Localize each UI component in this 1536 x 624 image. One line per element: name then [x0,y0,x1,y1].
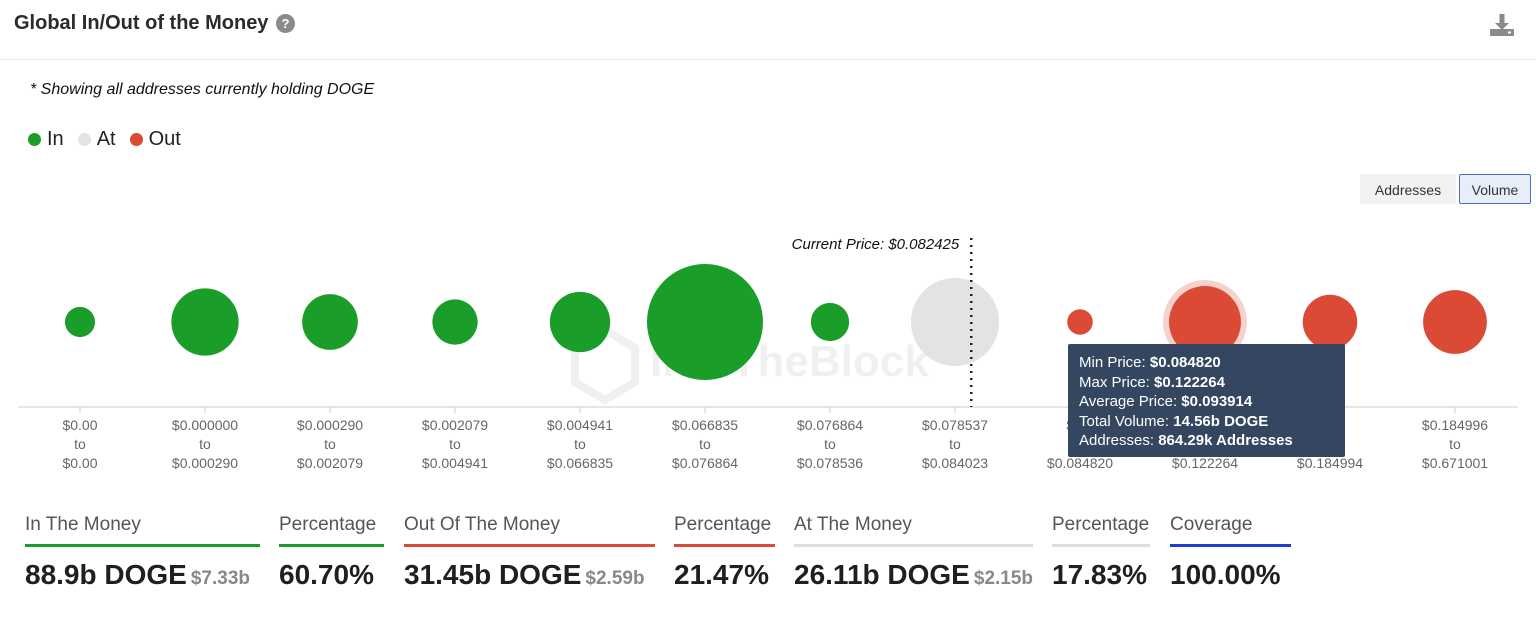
bubble-out [1302,294,1358,350]
x-tick-label: $0.122264 [1172,455,1238,471]
current-price-label: Current Price: $0.082425 [792,236,960,253]
tooltip-addresses: Addresses: 864.29k Addresses [1079,432,1293,449]
x-tick-label: $0.066835 [547,455,613,471]
bubble-at [910,277,1000,367]
stat-label: Percentage [279,514,384,547]
legend-label-in: In [47,128,64,150]
legend-item-in[interactable]: In [28,128,64,151]
x-tick-label: $0.002079 [297,455,363,471]
legend-item-at[interactable]: At [77,128,116,151]
stat-value: 88.9b DOGE $7.33b [25,559,250,590]
tooltip-max-price: Max Price: $0.122264 [1079,373,1225,391]
x-tick-label: to [449,436,461,452]
holding-note: * Showing all addresses currently holdin… [30,81,375,98]
tooltip-avg-price: Average Price: $0.093914 [1079,393,1253,410]
bubble-in [647,264,763,380]
legend-dot-out [129,133,143,146]
stat-out-money: Out Of The Money 31.45b DOGE $2.59b [404,514,655,591]
volume-toggle-button[interactable]: Volume [1459,174,1531,204]
help-icon[interactable]: ? [276,14,295,33]
x-tick-label: $0.078537 [922,417,988,433]
x-tick-label: to [324,436,336,452]
bubble-out [1067,309,1093,335]
x-tick-label: to [824,436,836,452]
bubble-out [1169,286,1241,358]
stat-label: At The Money [794,514,1033,547]
x-tick-label: $0.084820 [1047,455,1113,471]
stat-value: 17.83% [1052,559,1147,590]
legend-label-out: Out [148,128,181,150]
stat-in-money: In The Money 88.9b DOGE $7.33b [25,514,260,591]
download-icon[interactable] [1489,12,1515,38]
x-tick-label: $0.004941 [422,455,488,471]
x-tick-label: $0.184994 [1297,455,1363,471]
legend-label-at: At [96,128,116,150]
stat-label: In The Money [25,514,260,547]
stat-in-percentage: Percentage 60.70% [279,514,384,591]
x-tick-label: to [949,436,961,452]
x-tick-label: $0.671001 [1422,455,1488,471]
stat-sub-value: $7.33b [190,568,250,589]
stat-value: 31.45b DOGE $2.59b [404,559,645,590]
x-tick-label: $0.00 [62,417,97,433]
legend-item-out[interactable]: Out [129,128,181,151]
x-tick-label: $0.000290 [172,455,238,471]
stat-value: 60.70% [279,559,374,590]
bubble-in [432,299,478,345]
chart-legend: In At Out [28,128,195,151]
stat-at-percentage: Percentage 17.83% [1052,514,1150,591]
x-tick-label: $0.066835 [672,417,738,433]
bubble-in [549,291,611,353]
tooltip-volume: Total Volume: 14.56b DOGE [1079,412,1269,430]
x-tick-label: $0.184996 [1422,417,1488,433]
bubble-in [302,294,358,350]
widget-title: Global In/Out of the Money [14,12,269,34]
stat-value: 100.00% [1170,559,1281,590]
stat-value: 26.11b DOGE $2.15b [794,559,1034,590]
stat-at-money: At The Money 26.11b DOGE $2.15b [794,514,1033,591]
legend-dot-in [28,133,41,146]
stat-label: Percentage [1052,514,1150,547]
x-tick-label: $0.084023 [922,455,988,471]
x-tick-label: to [574,436,586,452]
x-tick-label: $0.00 [62,455,97,471]
x-tick-label: $0.000000 [172,417,238,433]
stat-label: Coverage [1170,514,1291,547]
bubble-in [810,302,850,342]
stat-value: 21.47% [674,559,769,590]
x-tick-label: to [699,436,711,452]
stat-out-percentage: Percentage 21.47% [674,514,775,591]
x-tick-label: to [199,436,211,452]
bubble-tooltip: Min Price: $0.084820 Max Price: $0.12226… [1068,344,1345,457]
stat-sub-value: $2.59b [585,568,645,589]
bubble-out [1423,290,1487,354]
x-tick-label: $0.002079 [422,417,488,433]
x-tick-label: $0.076864 [672,455,738,471]
legend-dot-at [77,133,91,146]
tooltip-min-price: Min Price: $0.084820 [1079,354,1221,371]
stat-label: Out Of The Money [404,514,655,547]
x-tick-label: $0.004941 [547,417,613,433]
x-tick-label: $0.000290 [297,417,363,433]
widget-header: Global In/Out of the Money ? [0,0,1536,60]
x-tick-label: to [1449,436,1461,452]
in-out-money-chart: IntoTheBlock$0.00to$0.00$0.000000to$0.00… [18,236,1518,471]
bubble-in [64,306,96,338]
stat-coverage: Coverage 100.00% [1170,514,1291,591]
addresses-toggle-button[interactable]: Addresses [1360,174,1456,204]
x-tick-label: $0.078536 [797,455,863,471]
stat-sub-value: $2.15b [973,568,1034,589]
x-tick-label: $0.076864 [797,417,863,433]
stat-label: Percentage [674,514,775,547]
x-tick-label: to [74,436,86,452]
bubble-in [171,288,239,356]
